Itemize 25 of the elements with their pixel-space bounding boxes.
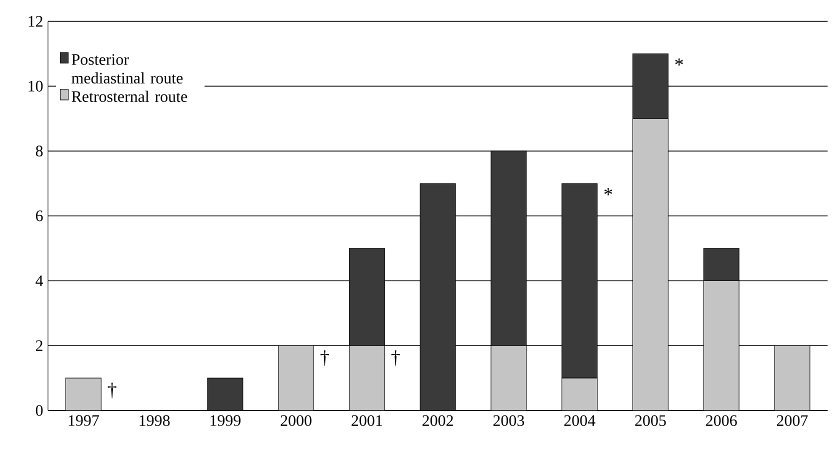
y-tick-label: 4	[36, 276, 44, 286]
y-tick-label: 12	[28, 16, 42, 27]
annotation: †	[108, 382, 116, 398]
y-tick-label: 6	[36, 210, 43, 222]
x-tick-label: 2001	[352, 415, 382, 426]
legend-label: Posterior mediastinal route	[72, 54, 183, 84]
annotation: *	[675, 58, 683, 66]
x-tick-label: 2004	[564, 415, 596, 426]
x-tick-label: 2002	[422, 415, 453, 426]
annotation: *	[604, 188, 612, 196]
y-tick-label: 8	[36, 146, 43, 157]
y-tick-label: 10	[28, 80, 43, 92]
x-tick-label: 2006	[706, 415, 737, 426]
y-tick-label: 0	[36, 405, 43, 416]
annotation: †	[391, 350, 400, 366]
x-tick-label: 1997	[68, 415, 99, 426]
x-tick-label: 1998	[140, 415, 170, 426]
x-tick-label: 1999	[210, 415, 241, 426]
x-tick-label: 2005	[635, 415, 666, 426]
legend-label: Retrosternal route	[72, 90, 188, 102]
x-tick-label: 2000	[280, 415, 312, 426]
y-tick-label: 2	[36, 340, 42, 352]
x-tick-label: 2007	[776, 415, 808, 426]
x-tick-label: 2003	[493, 415, 524, 426]
annotation: †	[320, 350, 329, 366]
